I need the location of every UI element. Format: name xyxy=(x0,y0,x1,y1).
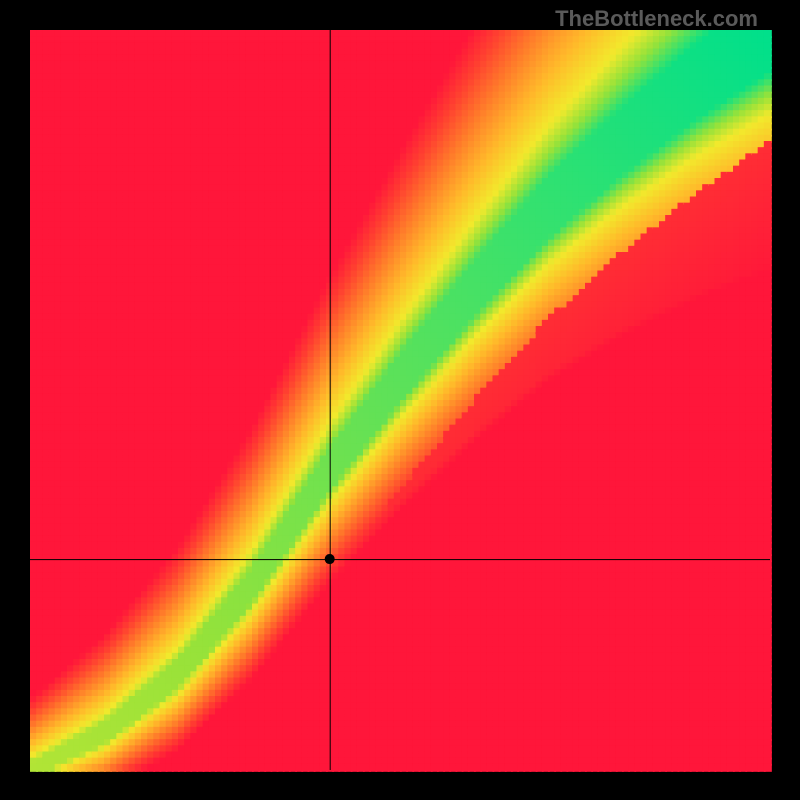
watermark-text: TheBottleneck.com xyxy=(555,6,758,32)
plot-frame xyxy=(0,0,800,800)
bottleneck-heatmap xyxy=(0,0,800,800)
chart-container: { "watermark": { "text": "TheBottleneck.… xyxy=(0,0,800,800)
